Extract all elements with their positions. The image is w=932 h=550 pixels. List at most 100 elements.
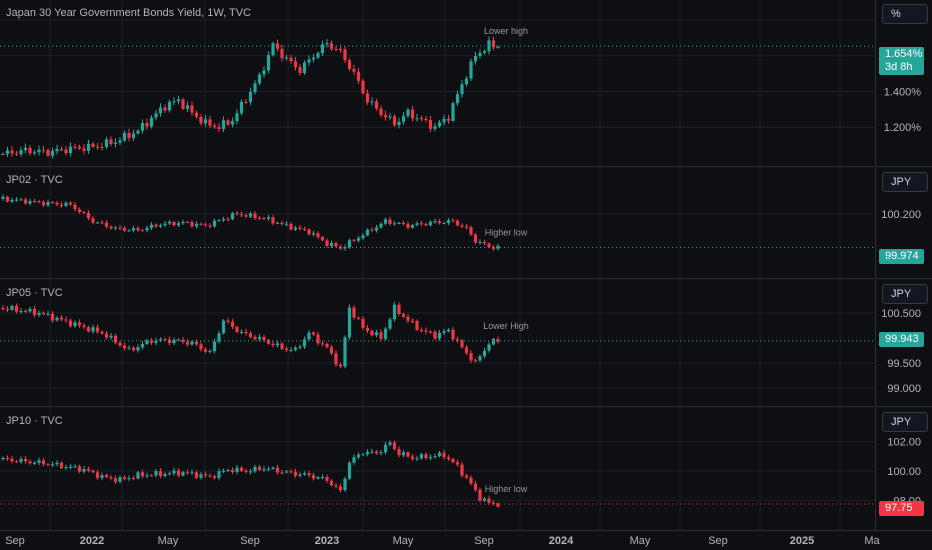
candle-down <box>316 334 320 344</box>
candle-up <box>217 220 221 222</box>
candle-up <box>257 74 262 84</box>
candle-up <box>347 240 352 248</box>
candle-down <box>208 119 212 126</box>
candle-up <box>113 227 118 229</box>
candle-up <box>428 457 433 459</box>
x-axis-label: Sep <box>240 535 260 547</box>
candle-up <box>10 306 14 310</box>
candle-down <box>203 474 208 476</box>
candle-down <box>118 342 122 346</box>
x-axis-label: May <box>158 535 179 547</box>
candle-down <box>280 222 284 225</box>
candle-down <box>496 339 500 342</box>
candle-down <box>194 472 199 478</box>
candle-up <box>73 466 77 468</box>
y-axis-tick-label: 1.200% <box>884 122 922 134</box>
candle-up <box>442 331 446 333</box>
candle-down <box>185 341 190 345</box>
candle-up <box>19 311 23 313</box>
candle-down <box>379 108 383 116</box>
candle-up <box>181 472 185 476</box>
candle-down <box>109 226 113 229</box>
candle-up <box>113 142 118 145</box>
candle-down <box>383 115 388 118</box>
candle-down <box>271 343 275 346</box>
candle-down <box>199 344 203 350</box>
candle-up <box>221 219 226 221</box>
candle-up <box>14 199 19 201</box>
candle-down <box>64 149 68 154</box>
candle-down <box>145 122 149 127</box>
candle-up <box>262 70 266 75</box>
x-axis-label: 2025 <box>790 535 814 547</box>
candle-down <box>464 347 469 354</box>
candle-down <box>473 360 478 362</box>
candle-up <box>50 464 55 466</box>
candle-down <box>320 343 325 345</box>
candle-up <box>374 227 379 231</box>
candle-down <box>86 212 91 219</box>
candle-down <box>185 472 190 474</box>
x-axis-label: Sep <box>474 535 494 547</box>
candle-up <box>118 140 122 143</box>
candle-down <box>406 223 410 228</box>
candle-down <box>415 320 419 330</box>
candle-down <box>293 61 298 68</box>
candle-down <box>352 307 356 318</box>
candle-down <box>491 502 496 504</box>
candle-down <box>77 322 82 326</box>
candle-up <box>185 105 190 109</box>
candle-up <box>136 347 140 351</box>
candle-down <box>28 461 32 464</box>
candle-down <box>334 353 338 365</box>
candle-down <box>266 340 271 344</box>
candle-up <box>136 472 140 479</box>
candle-down <box>248 333 253 337</box>
candle-up <box>140 344 145 348</box>
candle-down <box>320 237 325 241</box>
candle-down <box>181 339 185 342</box>
candle-up <box>230 213 235 220</box>
candle-up <box>266 217 271 219</box>
candle-down <box>194 341 199 345</box>
candle-up <box>329 243 334 247</box>
currency-button-jp02[interactable]: JPY <box>882 172 928 192</box>
candle-up <box>478 52 482 56</box>
candle-down <box>496 503 500 507</box>
candle-down <box>64 319 68 321</box>
chart-annotation: Higher low <box>485 484 528 494</box>
candle-down <box>437 221 442 224</box>
candle-up <box>10 199 14 202</box>
candle-up <box>401 452 406 456</box>
candle-down <box>28 147 32 154</box>
candle-down <box>356 317 361 319</box>
candle-down <box>91 470 95 473</box>
y-axis-tick-label: 100.200 <box>881 209 921 221</box>
candle-down <box>244 470 248 473</box>
candle-up <box>217 333 221 342</box>
candle-down <box>167 339 172 344</box>
candle-up <box>365 229 370 236</box>
candle-up <box>118 477 122 482</box>
candle-down <box>262 336 266 341</box>
candle-down <box>478 489 482 501</box>
candle-down <box>23 199 28 204</box>
currency-button-jp10[interactable]: JPY <box>882 412 928 432</box>
candle-down <box>46 150 50 156</box>
currency-button-jp05[interactable]: JPY <box>882 284 928 304</box>
candle-down <box>208 225 212 227</box>
candle-down <box>455 220 460 226</box>
candle-up <box>325 43 329 45</box>
candle-up <box>451 103 455 121</box>
percent-scale-button[interactable]: % <box>882 4 928 24</box>
candle-down <box>460 464 464 476</box>
candle-up <box>73 322 77 327</box>
candle-up <box>163 474 167 477</box>
candle-down <box>230 469 235 473</box>
candle-up <box>68 146 73 154</box>
candle-up <box>253 466 257 472</box>
candle-down <box>176 470 181 476</box>
candle-down <box>316 233 320 238</box>
candle-up <box>91 327 95 332</box>
